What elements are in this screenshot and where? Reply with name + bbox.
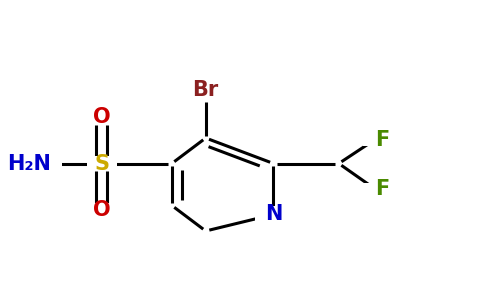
Text: O: O (93, 200, 110, 220)
Text: Br: Br (193, 80, 219, 100)
Text: S: S (94, 154, 109, 173)
FancyBboxPatch shape (87, 110, 117, 124)
FancyBboxPatch shape (363, 134, 387, 146)
Text: F: F (375, 179, 389, 199)
FancyBboxPatch shape (87, 202, 117, 217)
Text: N: N (265, 205, 282, 224)
Text: F: F (375, 130, 389, 149)
Text: O: O (93, 107, 110, 127)
FancyBboxPatch shape (363, 183, 387, 195)
FancyBboxPatch shape (87, 156, 117, 171)
FancyBboxPatch shape (0, 147, 62, 180)
FancyBboxPatch shape (182, 78, 230, 102)
Text: H₂N: H₂N (7, 154, 51, 173)
FancyBboxPatch shape (256, 206, 291, 224)
